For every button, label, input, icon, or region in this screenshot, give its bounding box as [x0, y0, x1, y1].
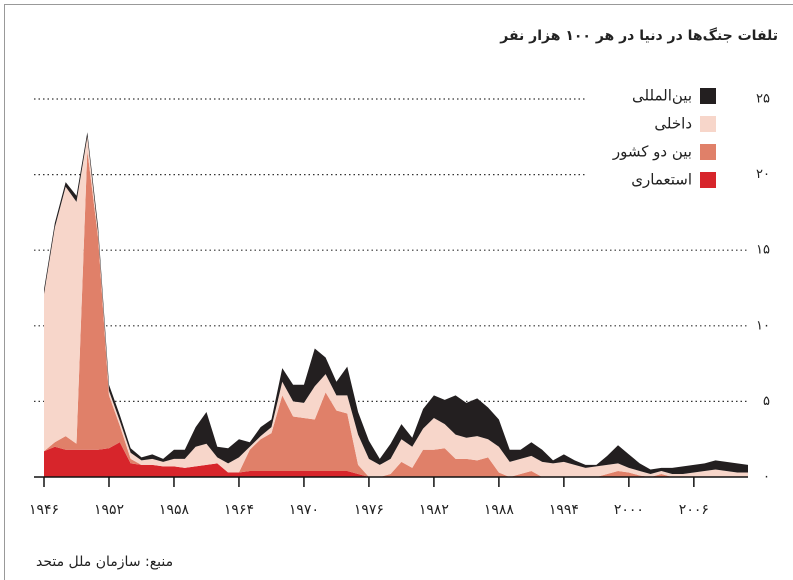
- y-tick-label: ۱۵: [756, 243, 770, 258]
- x-tick-label: ۱۹۵۲: [94, 502, 124, 518]
- chart-title: تلفات جنگ‌ها در دنیا در هر ۱۰۰ هزار نفر: [499, 27, 778, 44]
- legend-swatch: [700, 88, 716, 104]
- y-tick-label: ۵: [763, 394, 770, 409]
- source: منبع: سازمان ملل متحد: [36, 554, 173, 570]
- y-tick-label: ۰: [763, 470, 770, 485]
- x-tick-label: ۲۰۰۶: [679, 502, 709, 518]
- x-tick-label: ۱۹۷۶: [354, 502, 384, 518]
- legend-label: استعماری: [631, 171, 692, 189]
- x-tick-label: ۱۹۶۴: [224, 502, 254, 518]
- x-tick-label: ۱۹۵۸: [159, 502, 190, 518]
- x-tick-label: ۱۹۸۸: [484, 502, 515, 518]
- y-tick-label: ۱۰: [756, 318, 770, 333]
- y-tick-label: ۲۵: [756, 92, 770, 107]
- x-tick-label: ۱۹۷۰: [289, 502, 319, 518]
- legend-label: داخلی: [654, 115, 692, 133]
- legend-swatch: [700, 116, 716, 132]
- frame: [4, 4, 793, 580]
- x-tick-label: ۱۹۸۲: [419, 502, 449, 518]
- legend-swatch: [700, 144, 716, 160]
- y-tick-label: ۲۰: [756, 167, 770, 182]
- legend-swatch: [700, 172, 716, 188]
- legend-label: بین دو کشور: [612, 143, 692, 161]
- x-tick-label: ۱۹۹۴: [549, 502, 579, 518]
- area: [44, 442, 748, 477]
- legend-label: بین‌المللی: [632, 87, 692, 105]
- x-tick-label: ۱۹۴۶: [29, 502, 59, 518]
- x-tick-label: ۲۰۰۰: [614, 502, 644, 518]
- area: [44, 150, 748, 477]
